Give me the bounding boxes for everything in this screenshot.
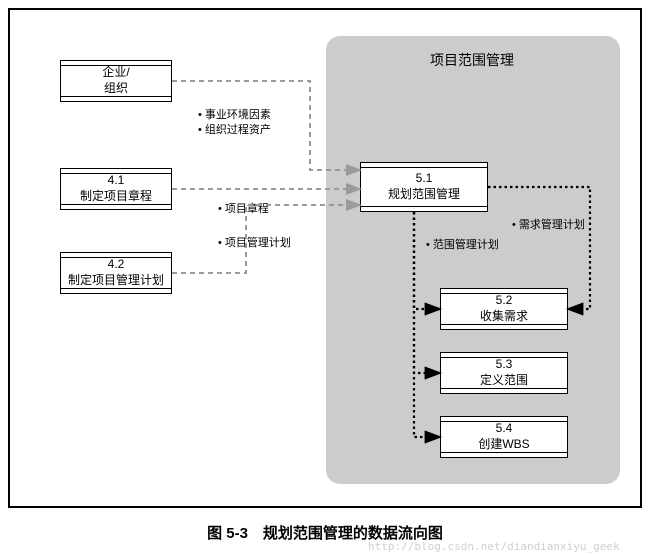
node-5-4: 5.4 创建WBS (440, 416, 568, 458)
edge-label: • 项目管理计划 (218, 234, 291, 250)
watermark: http://blog.csdn.net/diandianxiyu_geek (368, 540, 620, 553)
node-label: 4.1 制定项目章程 (61, 173, 171, 204)
node-5-3: 5.3 定义范围 (440, 352, 568, 394)
node-label: 5.4 创建WBS (441, 421, 567, 452)
node-5-2: 5.2 收集需求 (440, 288, 568, 330)
node-org: 企业/ 组织 (60, 60, 172, 102)
edge-label: • 范围管理计划 (426, 236, 499, 252)
edge-label: • 事业环境因素 (198, 106, 271, 122)
edge-label: • 组织过程资产 (198, 121, 271, 137)
group-title: 项目范围管理 (430, 50, 514, 70)
node-label: 5.2 收集需求 (441, 293, 567, 324)
edge-label: • 项目章程 (218, 200, 269, 216)
node-4-1: 4.1 制定项目章程 (60, 168, 172, 210)
node-label: 4.2 制定项目管理计划 (61, 257, 171, 288)
node-4-2: 4.2 制定项目管理计划 (60, 252, 172, 294)
node-label: 企业/ 组织 (61, 65, 171, 96)
node-label: 5.3 定义范围 (441, 357, 567, 388)
edge-label: • 需求管理计划 (512, 216, 585, 232)
node-5-1: 5.1 规划范围管理 (360, 162, 488, 212)
node-label: 5.1 规划范围管理 (361, 171, 487, 202)
